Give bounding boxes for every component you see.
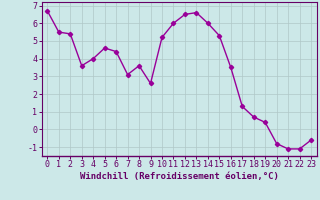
X-axis label: Windchill (Refroidissement éolien,°C): Windchill (Refroidissement éolien,°C): [80, 172, 279, 181]
